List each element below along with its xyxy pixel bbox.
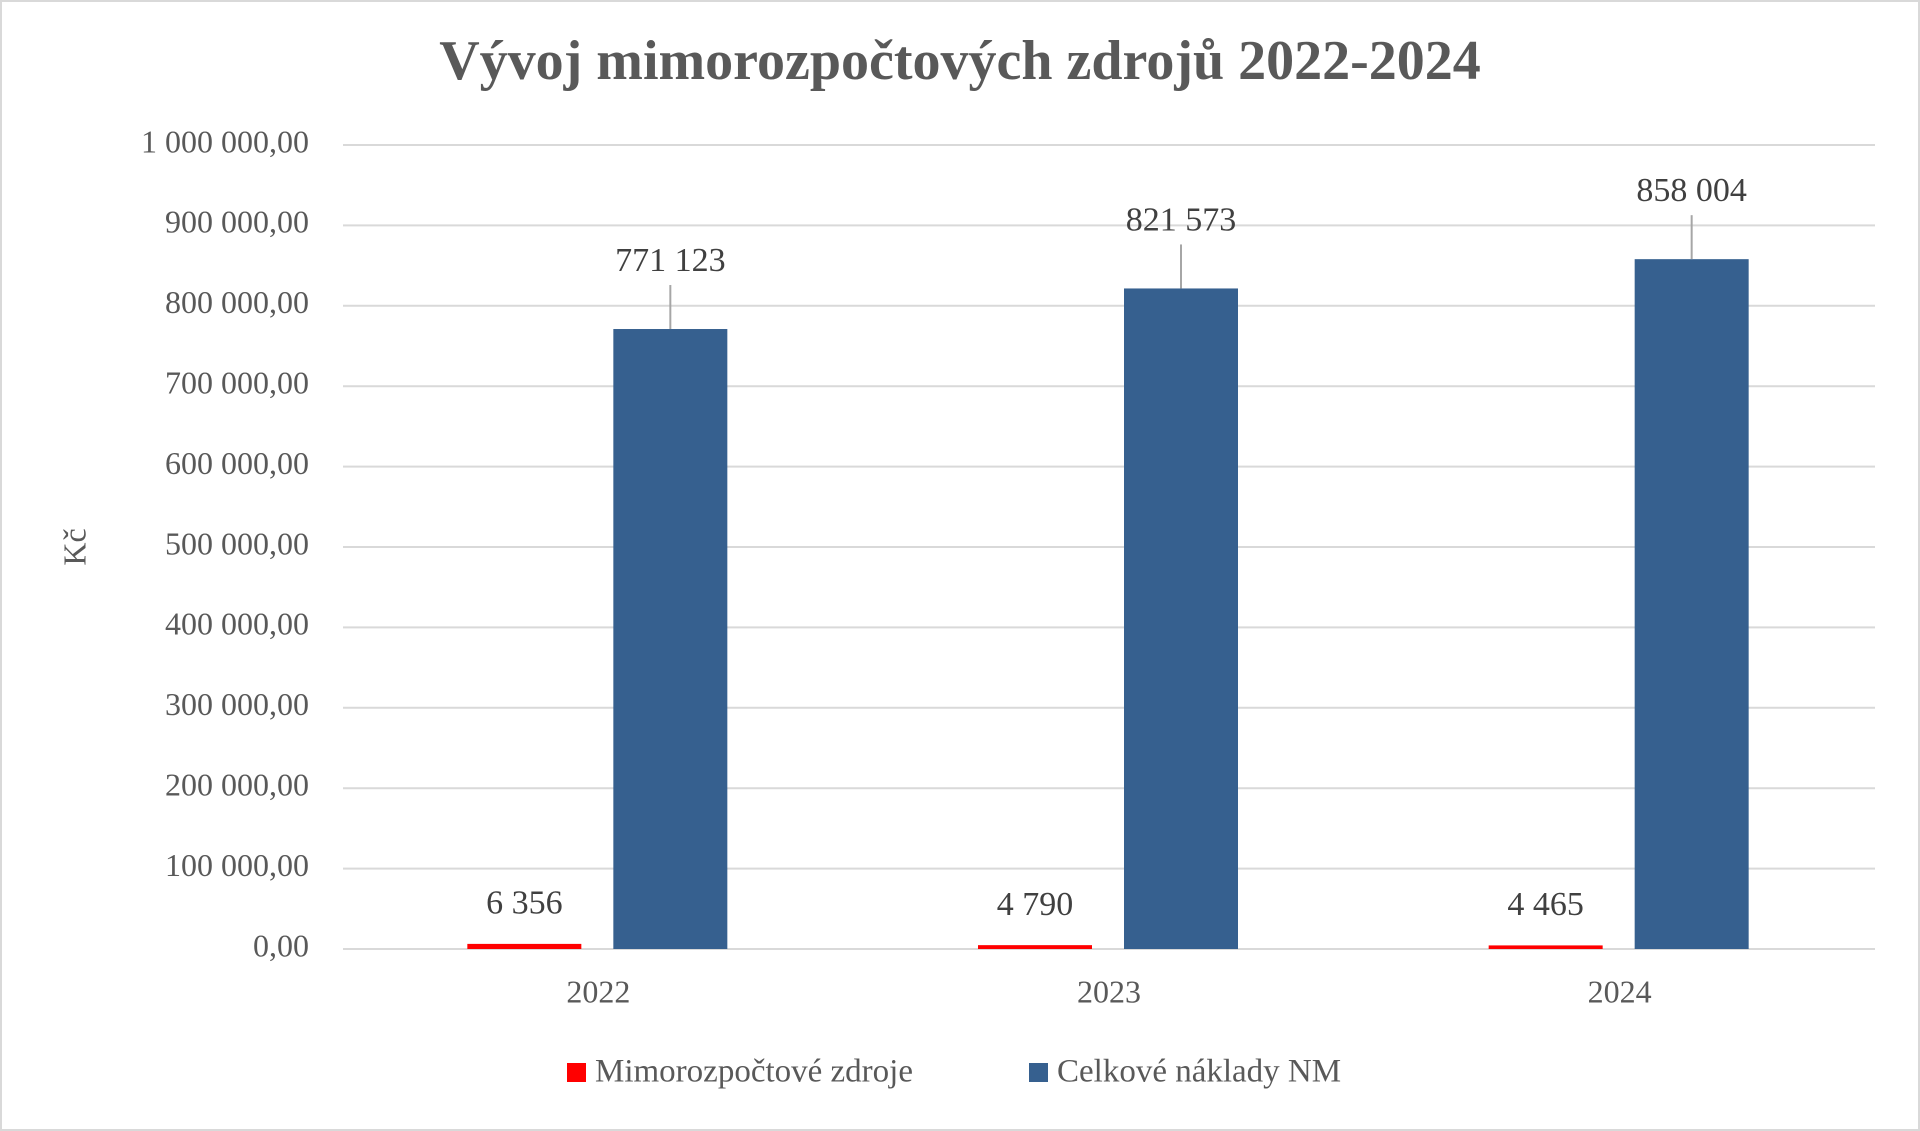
y-tick-label: 600 000,00	[165, 445, 309, 481]
data-label: 821 573	[1126, 201, 1237, 238]
y-tick-label: 0,00	[253, 927, 309, 963]
y-tick-label: 800 000,00	[165, 284, 309, 320]
data-label: 6 356	[486, 885, 563, 922]
y-tick-label: 1 000 000,00	[141, 123, 309, 159]
x-tick-label: 2022	[566, 973, 630, 1009]
y-tick-label: 900 000,00	[165, 204, 309, 240]
legend-swatch	[1029, 1063, 1048, 1082]
bar	[467, 943, 582, 949]
data-label: 858 004	[1636, 172, 1747, 209]
legend-label: Celkové náklady NM	[1057, 1054, 1341, 1090]
data-label: 771 123	[615, 242, 726, 279]
y-axis-label: Kč	[56, 528, 92, 565]
y-tick-label: 400 000,00	[165, 606, 309, 642]
x-tick-label: 2024	[1588, 973, 1652, 1009]
legend-swatch	[567, 1063, 586, 1082]
chart-title: Vývoj mimorozpočtových zdrojů 2022-2024	[439, 30, 1481, 92]
y-tick-label: 100 000,00	[165, 847, 309, 883]
data-label: 4 790	[997, 886, 1074, 923]
y-tick-label: 500 000,00	[165, 525, 309, 561]
y-tick-label: 200 000,00	[165, 767, 309, 803]
x-tick-label: 2023	[1077, 973, 1141, 1009]
y-tick-label: 700 000,00	[165, 365, 309, 401]
bar	[1124, 288, 1238, 949]
legend-label: Mimorozpočtové zdroje	[595, 1054, 913, 1090]
bar	[1634, 259, 1749, 949]
y-tick-label: 300 000,00	[165, 686, 309, 722]
bar	[978, 945, 1092, 949]
bar	[1488, 945, 1603, 949]
data-label: 4 465	[1507, 886, 1584, 923]
bar	[613, 329, 728, 950]
